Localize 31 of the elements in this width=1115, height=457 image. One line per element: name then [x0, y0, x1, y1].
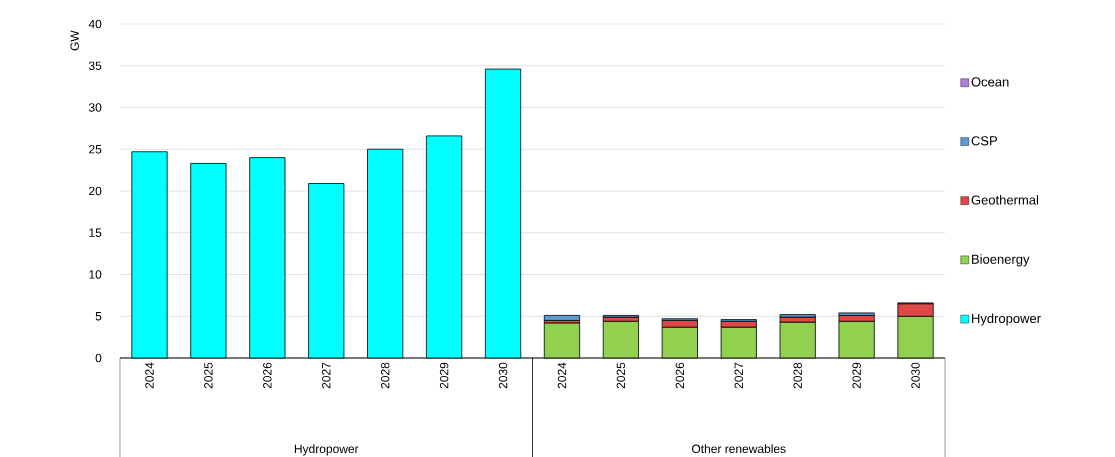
- x-tick-label: 2029: [852, 362, 861, 389]
- y-axis-title: GW: [70, 30, 79, 51]
- x-tick-label: 2024: [557, 362, 567, 389]
- x-tick-label: 2026: [263, 362, 272, 389]
- y-tick-label: 25: [89, 145, 102, 154]
- x-tick-label: 2027: [734, 362, 743, 389]
- x-tick-label: 2029: [439, 362, 449, 389]
- legend-label: CSP: [971, 136, 998, 146]
- legend-label: Ocean: [971, 77, 1009, 87]
- y-tick-label: 0: [95, 353, 102, 363]
- y-tick-label: 5: [95, 312, 102, 321]
- y-tick-label: 35: [88, 61, 102, 70]
- x-tick-label: 2028: [793, 362, 802, 389]
- y-tick-label: 40: [88, 19, 102, 29]
- x-tick-label: 2030: [911, 362, 920, 389]
- legend-label: Bioenergy: [972, 254, 1030, 267]
- text: Other renewables: [691, 444, 786, 454]
- legend-label: Geothermal: [971, 195, 1039, 205]
- y-tick-label: 10: [89, 270, 102, 279]
- text: Hydropower: [294, 444, 359, 456]
- x-tick-label: 2024: [145, 362, 154, 389]
- x-tick-label: 2025: [204, 362, 213, 389]
- y-tick-label: 15: [89, 228, 102, 237]
- x-tick-label: 2027: [322, 362, 331, 389]
- y-tick-label: 30: [88, 103, 102, 112]
- x-tick-label: 2028: [380, 362, 390, 389]
- x-tick-label: 2026: [675, 362, 685, 389]
- x-tick-label: 2030: [498, 362, 508, 389]
- x-tick-label: 2025: [616, 362, 626, 389]
- legend-label: Hydropower: [972, 313, 1041, 326]
- y-tick-label: 20: [89, 186, 102, 196]
